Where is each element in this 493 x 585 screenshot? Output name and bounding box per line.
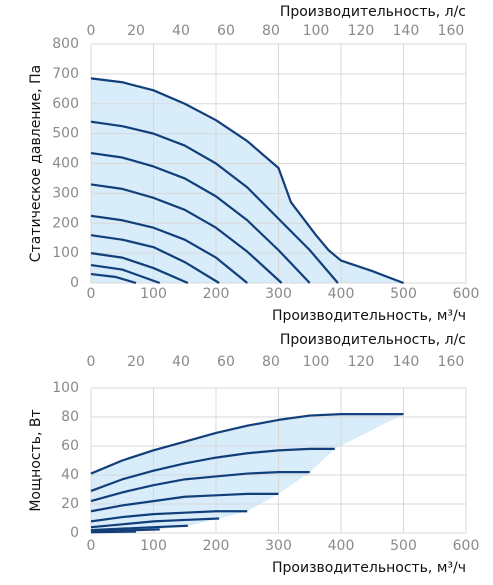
- x2-axis-title: Производительность, л/с: [280, 332, 466, 348]
- curve: [90, 77, 404, 285]
- curve: [90, 252, 189, 285]
- x2-tick-label: 140: [393, 354, 420, 370]
- y-tick-label: 20: [61, 496, 79, 512]
- x-tick-label: 500: [390, 286, 417, 302]
- y-tick-label: 300: [52, 185, 79, 201]
- curve: [90, 214, 248, 284]
- x-tick-label: 600: [453, 286, 480, 302]
- operating-area: [91, 78, 404, 283]
- x2-axis-title: Производительность, л/с: [280, 4, 466, 20]
- y-tick-label: 60: [61, 438, 79, 454]
- curve: [90, 234, 220, 284]
- x-axis-title: Производительность, м³/ч: [272, 560, 466, 576]
- x-tick-label: 300: [265, 538, 292, 554]
- x-tick-label: 500: [390, 538, 417, 554]
- curve: [90, 183, 283, 284]
- curve: [90, 471, 310, 503]
- y-tick-label: 400: [52, 156, 79, 172]
- curve: [90, 447, 335, 492]
- x2-tick-label: 60: [217, 354, 235, 370]
- x-tick-label: 400: [328, 538, 355, 554]
- x2-tick-label: 160: [438, 354, 465, 370]
- curve: [90, 263, 161, 285]
- y-tick-label: 700: [52, 66, 79, 82]
- curve: [90, 272, 137, 285]
- x2-tick-label: 0: [87, 354, 96, 370]
- y-tick-label: 100: [52, 380, 79, 396]
- curve: [90, 524, 188, 532]
- y-tick-label: 600: [52, 96, 79, 112]
- x2-tick-label: 0: [87, 23, 96, 39]
- x-tick-label: 0: [87, 538, 96, 554]
- x2-tick-label: 40: [172, 354, 190, 370]
- x2-tick-label: 120: [348, 354, 375, 370]
- curve: [90, 530, 137, 534]
- y-tick-label: 100: [52, 245, 79, 261]
- x-tick-label: 200: [203, 286, 230, 302]
- x2-tick-label: 80: [262, 23, 280, 39]
- x-tick-label: 100: [140, 538, 167, 554]
- y-axis-title: Мощность, Вт: [28, 409, 44, 511]
- y-tick-label: 0: [70, 275, 79, 291]
- x2-tick-label: 20: [127, 354, 145, 370]
- y-tick-label: 40: [61, 467, 79, 483]
- y-tick-label: 800: [52, 36, 79, 52]
- x2-tick-label: 40: [172, 23, 190, 39]
- x-tick-label: 100: [140, 286, 167, 302]
- x-tick-label: 600: [453, 538, 480, 554]
- curve: [90, 151, 311, 284]
- x2-tick-label: 160: [438, 23, 465, 39]
- curve: [90, 413, 404, 475]
- x2-tick-label: 20: [127, 23, 145, 39]
- x2-tick-label: 80: [262, 354, 280, 370]
- y-tick-label: 500: [52, 126, 79, 142]
- x2-tick-label: 140: [393, 23, 420, 39]
- y-tick-label: 200: [52, 215, 79, 231]
- curve: [90, 492, 279, 513]
- x2-tick-label: 100: [303, 23, 330, 39]
- x-tick-label: 300: [265, 286, 292, 302]
- curve: [90, 120, 339, 284]
- x-tick-label: 400: [328, 286, 355, 302]
- curve: [90, 510, 248, 523]
- x2-tick-label: 60: [217, 23, 235, 39]
- y-axis-title: Статическое давление, Па: [28, 65, 44, 262]
- x-tick-label: 200: [203, 538, 230, 554]
- curve: [90, 517, 220, 529]
- y-tick-label: 80: [61, 409, 79, 425]
- x-tick-label: 0: [87, 286, 96, 302]
- x2-tick-label: 120: [348, 23, 375, 39]
- x-axis-title: Производительность, м³/ч: [272, 308, 466, 324]
- y-tick-label: 0: [70, 525, 79, 541]
- x2-tick-label: 100: [303, 354, 330, 370]
